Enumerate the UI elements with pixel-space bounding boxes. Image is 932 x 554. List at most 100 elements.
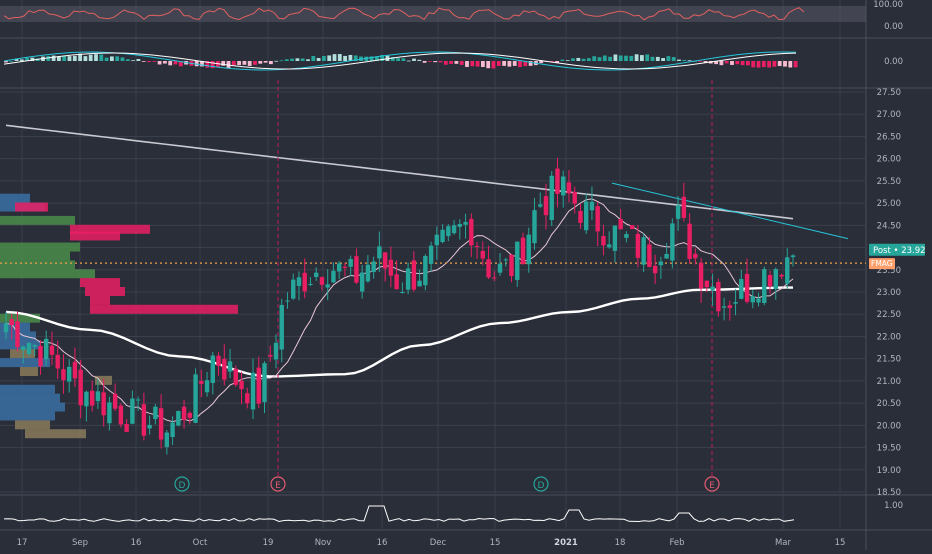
macd-histogram-bar bbox=[645, 54, 650, 61]
macd-histogram-bar bbox=[311, 55, 316, 61]
candle-body bbox=[3, 323, 9, 333]
event-marker-label: E bbox=[709, 481, 715, 491]
event-marker-label: E bbox=[275, 481, 281, 491]
candle-body bbox=[181, 406, 187, 421]
macd-histogram-bar bbox=[470, 61, 475, 67]
event-marker-earnings bbox=[270, 476, 286, 492]
candle-body bbox=[308, 283, 313, 285]
x-tick-label: 16 bbox=[131, 538, 142, 548]
candle-body bbox=[112, 393, 118, 409]
candle-body bbox=[227, 361, 233, 372]
macd-histogram-bar bbox=[19, 59, 24, 61]
candle-body bbox=[89, 390, 95, 406]
candle-body bbox=[652, 265, 658, 274]
macd-histogram-bar bbox=[258, 61, 263, 64]
macd-histogram-bar bbox=[518, 61, 522, 68]
candle-body bbox=[446, 226, 451, 237]
candle-body bbox=[578, 210, 583, 223]
candle-body bbox=[250, 372, 256, 410]
event-marker-dividend bbox=[174, 476, 190, 492]
candle-body bbox=[342, 266, 348, 269]
candle-body bbox=[664, 253, 669, 259]
event-marker-earnings bbox=[704, 476, 720, 492]
macd-histogram-bar bbox=[110, 56, 114, 61]
candle-body bbox=[618, 219, 623, 230]
candle-body bbox=[595, 206, 600, 232]
volume-profile-bar bbox=[0, 260, 75, 270]
volume-profile-bar bbox=[15, 420, 50, 430]
macd-histogram-bar bbox=[719, 61, 724, 66]
volume-profile-bar bbox=[70, 231, 120, 241]
volume-profile-bar bbox=[0, 251, 70, 261]
candle-body bbox=[572, 191, 577, 204]
price-tick-label: 19.50 bbox=[877, 444, 901, 454]
candle-body bbox=[480, 250, 485, 259]
candle-body bbox=[233, 368, 238, 385]
macd-histogram-bar bbox=[661, 58, 665, 61]
macd-histogram-bar bbox=[269, 61, 273, 65]
candle-body bbox=[411, 260, 417, 290]
price-tick-label: 21.50 bbox=[877, 355, 901, 365]
candle-body bbox=[44, 338, 49, 360]
candle-body bbox=[296, 277, 302, 287]
candle-body bbox=[325, 284, 330, 288]
macd-histogram-bar bbox=[523, 61, 528, 67]
macd-histogram-bar bbox=[30, 57, 35, 61]
price-tick-label: 27.50 bbox=[877, 88, 901, 98]
macd-histogram-bar bbox=[539, 61, 544, 64]
candle-body bbox=[612, 225, 618, 251]
macd-histogram-bar bbox=[549, 61, 554, 63]
candle-body bbox=[423, 255, 428, 286]
candle-body bbox=[693, 253, 698, 259]
axes: 27.5027.0026.5026.0025.5025.0024.5024.00… bbox=[17, 0, 903, 548]
candle-body bbox=[66, 366, 72, 382]
volume-profile-bar bbox=[0, 384, 55, 394]
macd-histogram-bar bbox=[247, 61, 252, 66]
candle-body bbox=[457, 224, 463, 227]
macd-histogram-bar bbox=[592, 56, 597, 61]
volume-profile-bar bbox=[0, 393, 60, 403]
macd-histogram-bar bbox=[565, 60, 570, 61]
x-tick-label: 17 bbox=[17, 538, 28, 548]
candle-body bbox=[520, 237, 526, 265]
volume-profile-bar bbox=[0, 402, 65, 412]
candle-body bbox=[710, 286, 715, 291]
x-tick-label: 18 bbox=[615, 538, 626, 548]
macd-histogram-bar bbox=[481, 61, 485, 67]
candle-body bbox=[486, 259, 491, 278]
macd-histogram-bar bbox=[502, 61, 506, 66]
macd-histogram-bar bbox=[454, 61, 459, 64]
candle-body bbox=[216, 355, 221, 366]
candle-body bbox=[147, 424, 152, 429]
candle-body bbox=[756, 298, 761, 303]
price-tick-label: 25.00 bbox=[877, 199, 901, 209]
volume-profile-bar bbox=[80, 278, 120, 288]
candle-body bbox=[681, 196, 687, 218]
macd-histogram-bar bbox=[327, 55, 332, 61]
x-tick-label: Oct bbox=[193, 538, 208, 548]
candle-body bbox=[400, 291, 405, 293]
macd-histogram-bar bbox=[740, 61, 745, 66]
candle-body bbox=[55, 354, 60, 369]
macd-histogram-bar bbox=[756, 61, 761, 68]
macd-histogram-bar bbox=[486, 61, 491, 69]
x-tick-label: 15 bbox=[835, 538, 846, 548]
macd-histogram-bar bbox=[608, 56, 612, 61]
macd-histogram-bar bbox=[724, 61, 729, 64]
macd-histogram-bar bbox=[751, 61, 756, 68]
price-tick-label: 25.50 bbox=[877, 177, 901, 187]
macd-histogram-bar bbox=[618, 55, 623, 61]
macd-histogram-bar bbox=[194, 61, 199, 67]
macd-histogram-bar bbox=[528, 61, 533, 66]
candle-body bbox=[336, 263, 342, 272]
candle-body bbox=[388, 259, 394, 276]
volume-profile-bar bbox=[70, 224, 150, 234]
macd-histogram-bar bbox=[25, 57, 29, 61]
candle-body bbox=[84, 391, 89, 407]
candle-body bbox=[49, 345, 55, 355]
macd-histogram-bar bbox=[364, 56, 369, 61]
candle-body bbox=[222, 358, 227, 380]
